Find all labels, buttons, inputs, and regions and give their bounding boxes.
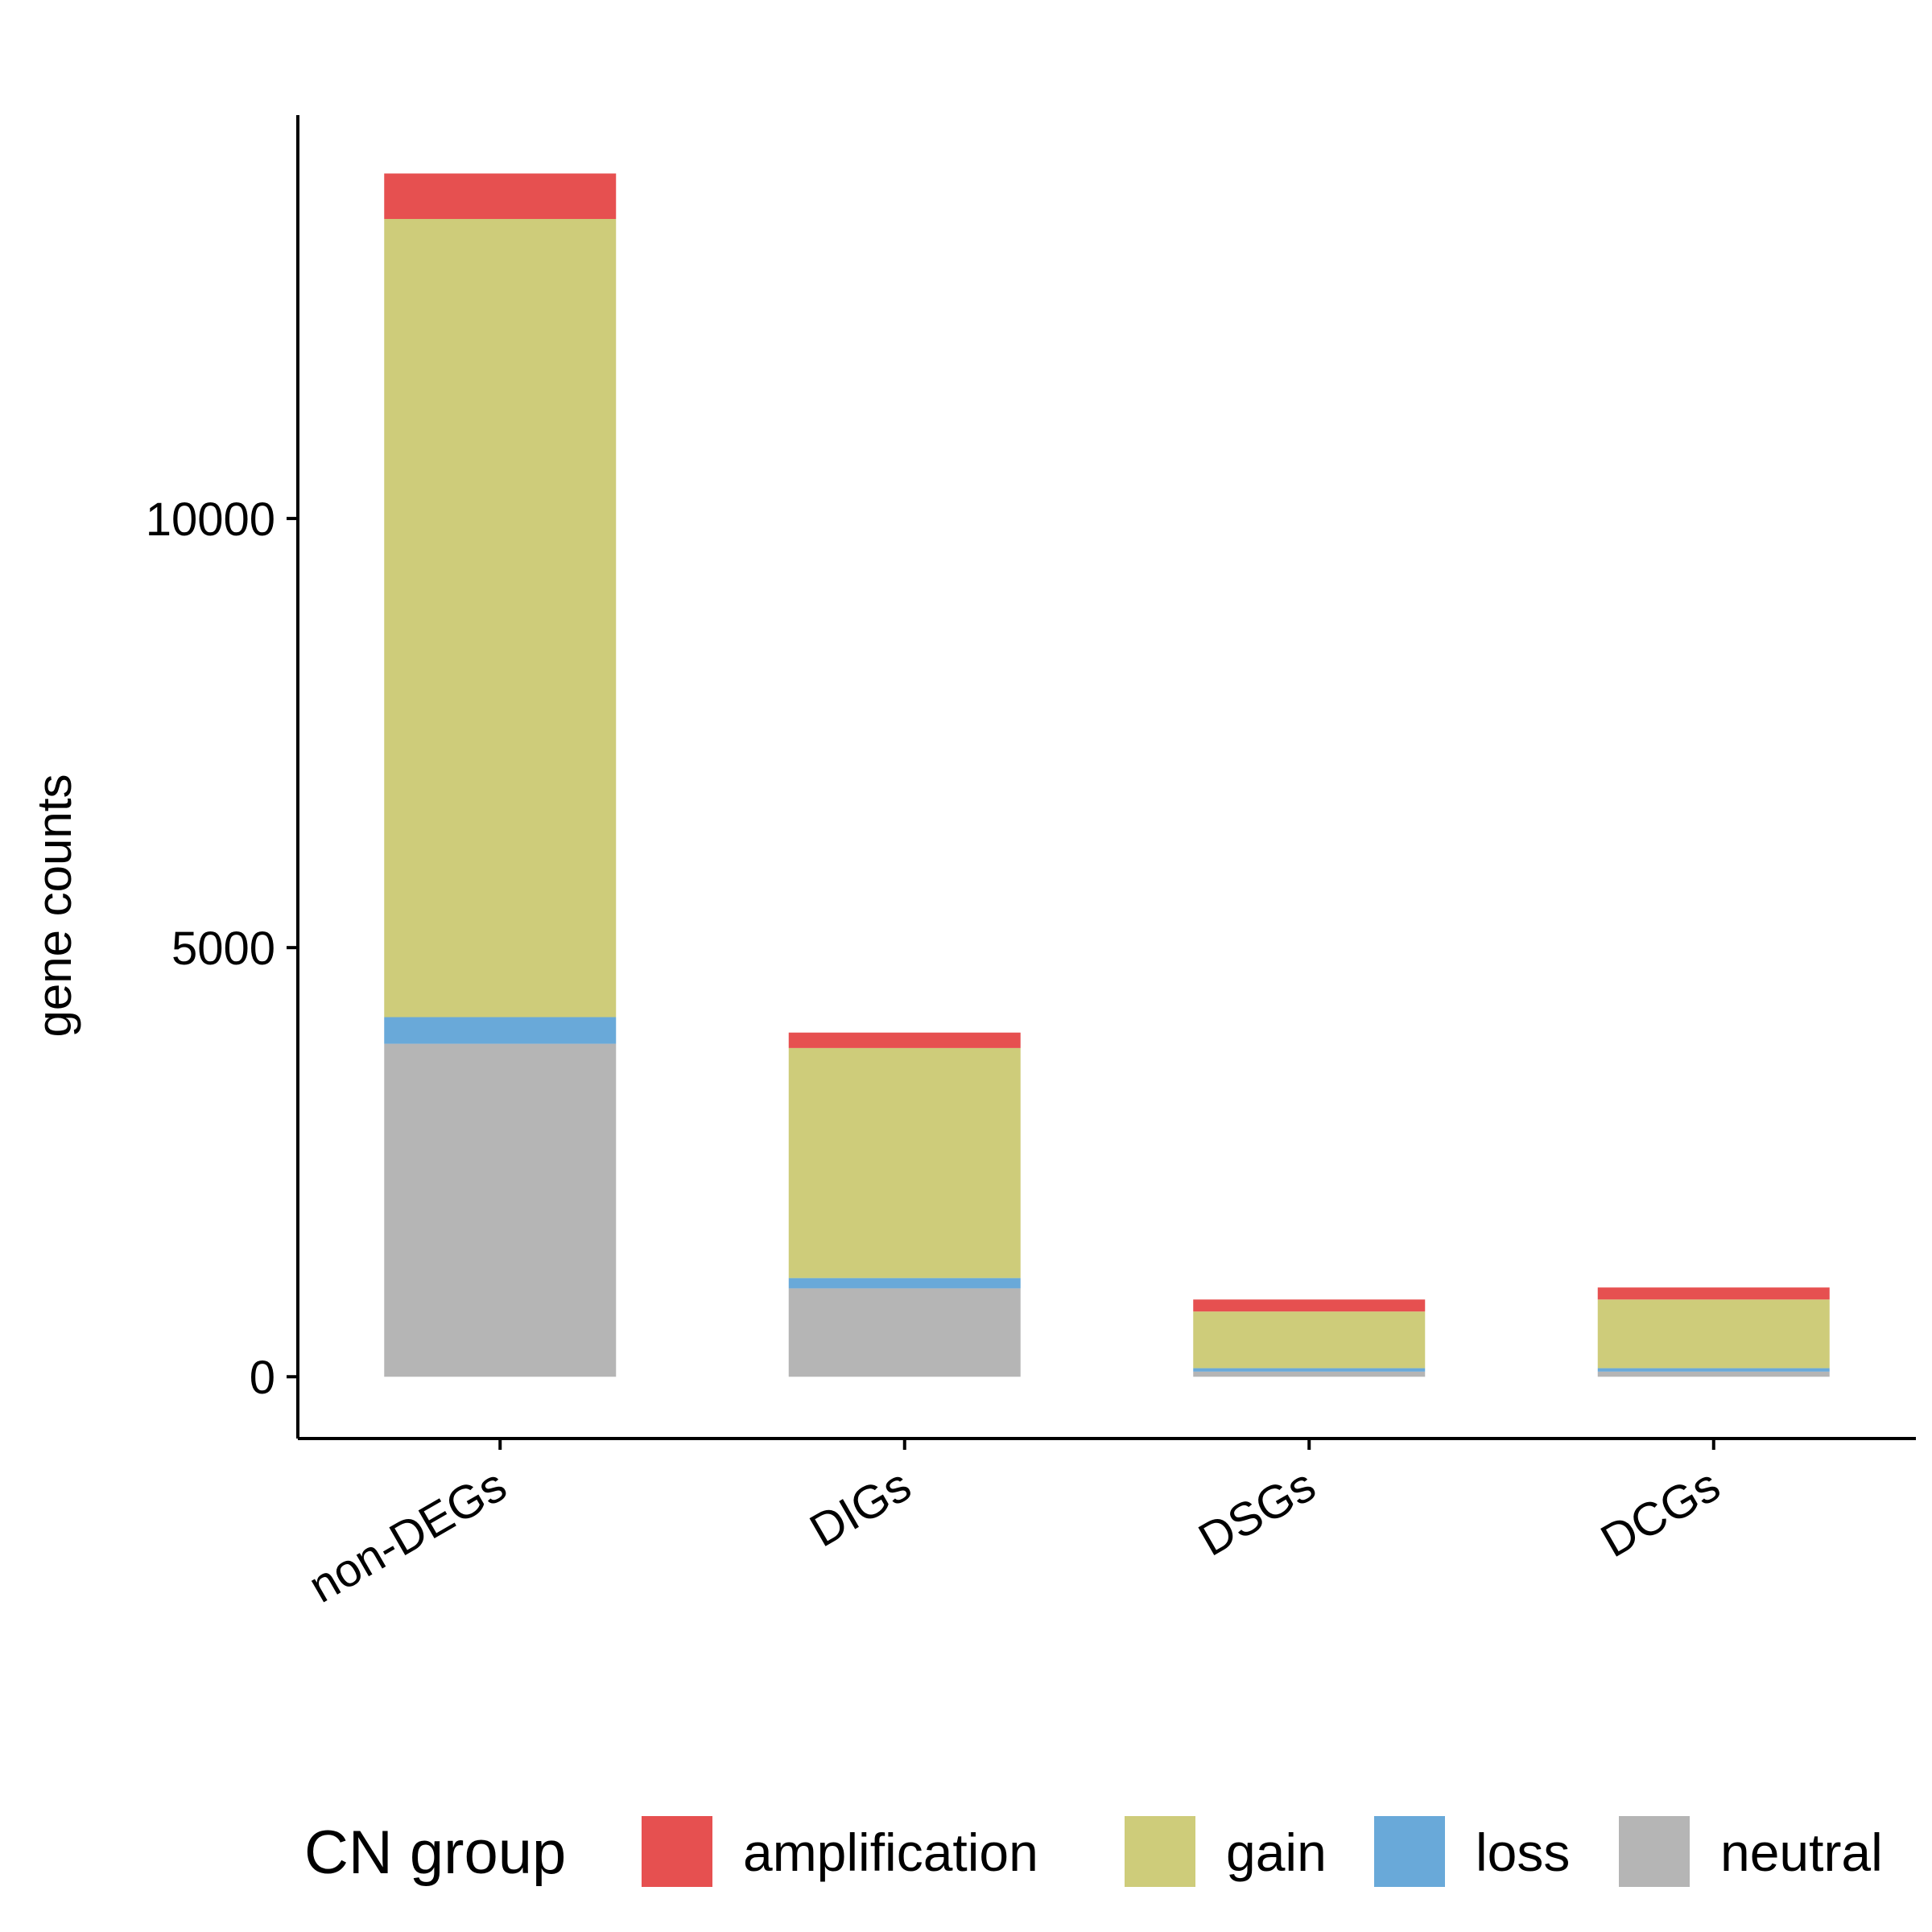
- legend-key-gain: [1125, 1816, 1195, 1887]
- bar-segment-DSGs-neutral: [1193, 1371, 1426, 1377]
- bar-segment-DCGs-amplification: [1597, 1287, 1830, 1300]
- bar-segment-DSGs-gain: [1193, 1311, 1426, 1368]
- bar-segment-non-DEGs-neutral: [384, 1043, 617, 1377]
- y-axis: 0 5000 10000: [146, 115, 299, 1439]
- bar-segment-non-DEGs-loss: [384, 1017, 617, 1044]
- bar-segment-DCGs-neutral: [1597, 1371, 1830, 1377]
- legend-label-loss: loss: [1476, 1823, 1570, 1882]
- legend: CN group amplification gain loss neutral: [304, 1816, 1883, 1887]
- x-tick-label: DSGs: [1190, 1459, 1323, 1567]
- y-tick-label: 10000: [146, 493, 275, 546]
- legend-key-amplification: [642, 1816, 712, 1887]
- bar-segment-non-DEGs-gain: [384, 219, 617, 1018]
- bar-segment-DCGs-loss: [1597, 1368, 1830, 1372]
- legend-label-amplification: amplification: [743, 1823, 1038, 1882]
- legend-label-gain: gain: [1226, 1823, 1327, 1882]
- bars-layer: [384, 173, 1830, 1377]
- legend-key-neutral: [1619, 1816, 1690, 1887]
- x-tick-label: DCGs: [1592, 1459, 1728, 1567]
- bar-segment-DIGs-amplification: [788, 1032, 1021, 1048]
- bar-segment-DCGs-gain: [1597, 1299, 1830, 1368]
- bar-segment-DIGs-gain: [788, 1047, 1021, 1278]
- legend-key-loss: [1374, 1816, 1445, 1887]
- legend-label-neutral: neutral: [1720, 1823, 1883, 1882]
- y-tick-label: 0: [250, 1352, 275, 1404]
- x-tick-label: DIGs: [801, 1459, 919, 1557]
- y-tick-label: 5000: [171, 923, 275, 975]
- bar-segment-DIGs-neutral: [788, 1288, 1021, 1377]
- legend-title: CN group: [304, 1818, 566, 1887]
- bar-segment-DIGs-loss: [788, 1278, 1021, 1289]
- bar-segment-DSGs-loss: [1193, 1368, 1426, 1372]
- y-axis-title: gene counts: [27, 774, 81, 1038]
- bar-segment-DSGs-amplification: [1193, 1299, 1426, 1312]
- x-tick-label: non-DEGs: [300, 1459, 515, 1613]
- bar-segment-non-DEGs-amplification: [384, 173, 617, 220]
- x-axis: non-DEGs DIGs DSGs DCGs: [298, 1437, 1916, 1613]
